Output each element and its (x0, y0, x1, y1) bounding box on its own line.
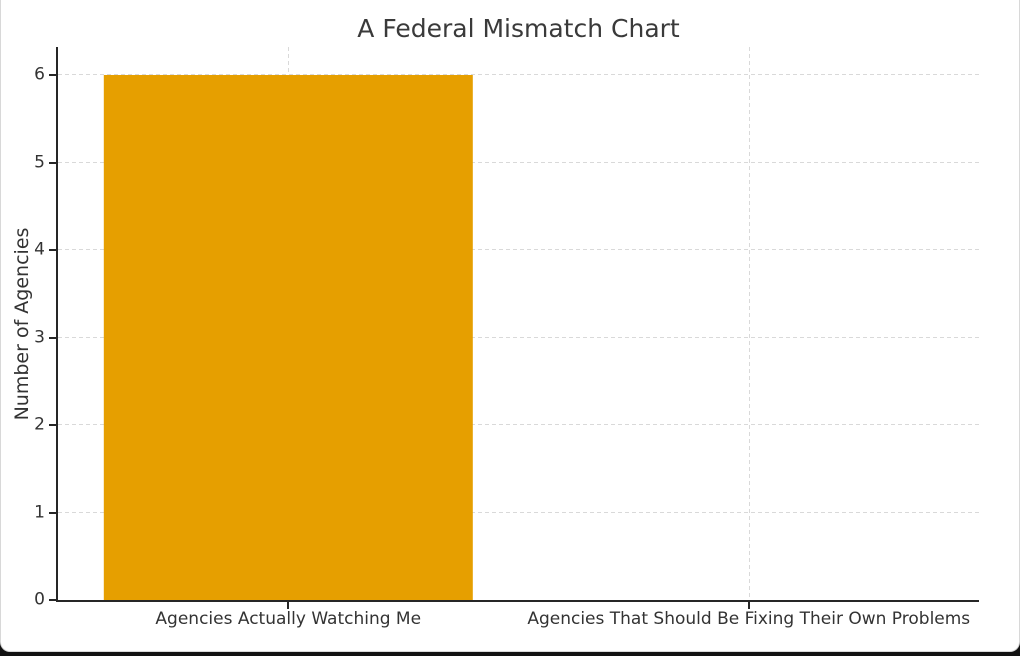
y-tick-label: 5 (34, 152, 45, 173)
gridline-horizontal (58, 161, 979, 163)
y-tick-mark (49, 161, 56, 164)
y-tick-label: 3 (34, 327, 45, 348)
x-tick-mark (747, 602, 750, 609)
y-tick-mark (49, 249, 56, 251)
gridline-horizontal (58, 336, 979, 338)
y-tick-mark (49, 599, 56, 601)
y-tick-mark (49, 74, 56, 76)
gridline-vertical (748, 47, 750, 600)
gridline-horizontal (58, 249, 979, 250)
y-tick-mark (49, 511, 56, 514)
y-axis-label: Number of Agencies (11, 227, 33, 421)
y-tick-mark (49, 336, 56, 339)
y-tick-label: 0 (34, 589, 45, 610)
gridline-horizontal (58, 511, 979, 513)
gridline-horizontal (58, 424, 979, 425)
y-tick-label: 6 (34, 64, 45, 85)
y-axis-spine (56, 47, 58, 602)
x-tick-mark (287, 602, 290, 609)
x-tick-label: Agencies That Should Be Fixing Their Own… (527, 609, 971, 629)
x-tick-label: Agencies Actually Watching Me (155, 609, 422, 629)
x-axis-spine (56, 600, 979, 602)
y-tick-label: 1 (34, 502, 45, 523)
chart-title: A Federal Mismatch Chart (357, 14, 680, 43)
y-tick-label: 4 (34, 239, 45, 260)
y-tick-mark (49, 424, 56, 426)
plot-area: 0 1 2 3 4 5 6 Agencies Actually Watching Me Agen… (34, 47, 979, 629)
bar-category-0 (104, 75, 473, 600)
y-tick-label: 2 (34, 414, 45, 435)
gridline-horizontal (58, 74, 979, 75)
